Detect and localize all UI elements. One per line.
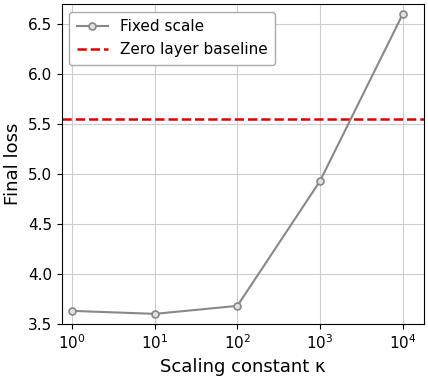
Fixed scale — [318, 179, 323, 183]
Y-axis label: Final loss: Final loss — [4, 123, 22, 205]
X-axis label: Scaling constant κ: Scaling constant κ — [160, 358, 326, 376]
Fixed scale — [69, 309, 74, 313]
Fixed scale — [152, 312, 157, 316]
Zero layer baseline — [69, 117, 74, 121]
Legend: Fixed scale, Zero layer baseline: Fixed scale, Zero layer baseline — [69, 12, 275, 65]
Line: Fixed scale: Fixed scale — [68, 11, 406, 317]
Fixed scale — [235, 304, 240, 308]
Fixed scale — [400, 12, 405, 16]
